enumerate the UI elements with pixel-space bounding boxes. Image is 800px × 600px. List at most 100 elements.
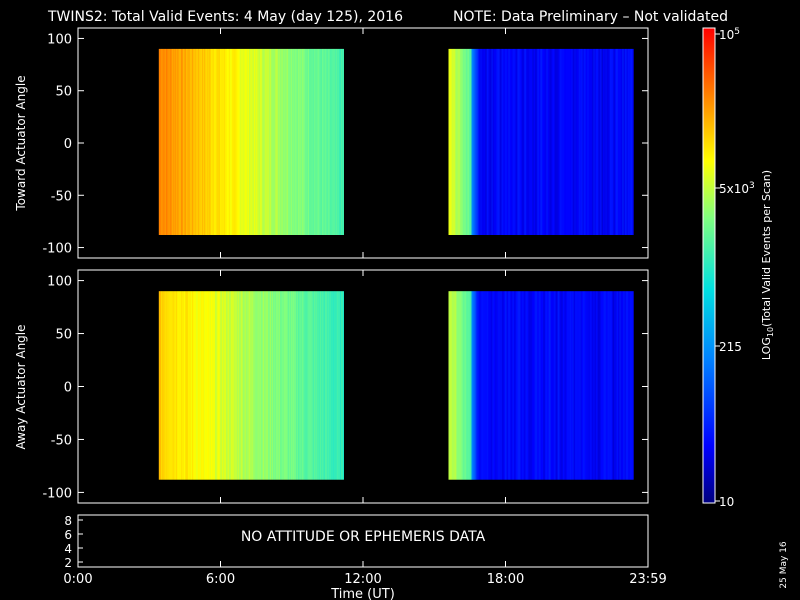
heatmap-column	[490, 291, 492, 480]
heatmap-column	[163, 291, 165, 480]
heatmap-column	[308, 291, 310, 480]
heatmap-column	[543, 48, 545, 236]
heatmap-column	[544, 48, 546, 236]
heatmap-column	[226, 291, 228, 480]
heatmap-column	[587, 48, 589, 236]
heatmap-column	[299, 48, 301, 236]
heatmap-column	[177, 291, 179, 480]
heatmap-column	[165, 291, 167, 480]
heatmap-column	[253, 291, 255, 480]
heatmap-column	[472, 291, 474, 480]
heatmap-column	[236, 48, 238, 236]
heatmap-column	[623, 48, 625, 236]
heatmap-column	[286, 291, 288, 480]
heatmap-column	[158, 291, 160, 480]
heatmap-column	[162, 48, 164, 236]
heatmap-column	[490, 48, 492, 236]
heatmap-column	[197, 291, 199, 480]
heatmap-column	[296, 291, 298, 480]
heatmap-column	[614, 48, 616, 236]
heatmap-column	[249, 48, 251, 236]
heatmap-column	[611, 291, 613, 480]
heatmap-column	[323, 291, 325, 480]
heatmap-column	[487, 48, 489, 236]
heatmap-column	[625, 48, 627, 236]
heatmap-column	[196, 291, 198, 480]
heatmap-column	[601, 291, 603, 480]
heatmap-column	[456, 291, 458, 480]
heatmap-column	[574, 48, 576, 236]
heatmap-column	[168, 48, 170, 236]
heatmap-column	[588, 48, 590, 236]
heatmap-column	[617, 48, 619, 236]
heatmap-column	[533, 291, 535, 480]
heatmap-column	[597, 291, 599, 480]
heatmap-column	[559, 48, 561, 236]
heatmap-column	[582, 291, 584, 480]
heatmap-column	[267, 291, 269, 480]
heatmap-column	[603, 291, 605, 480]
heatmap-column	[481, 48, 483, 236]
heatmap-column	[186, 291, 188, 480]
heatmap-column	[464, 291, 466, 480]
heatmap-column	[590, 48, 592, 236]
heatmap-column	[342, 291, 344, 480]
heatmap-column	[565, 48, 567, 236]
heatmap-column	[560, 48, 562, 236]
heatmap-column	[570, 291, 572, 480]
heatmap-column	[317, 291, 319, 480]
heatmap-column	[538, 48, 540, 236]
heatmap-column	[329, 291, 331, 480]
heatmap-column	[622, 48, 624, 236]
heatmap-column	[486, 291, 488, 480]
heatmap-column	[598, 48, 600, 236]
heatmap-column	[530, 291, 532, 480]
heatmap-column	[336, 48, 338, 236]
heatmap-column	[213, 291, 215, 480]
heatmap-column	[301, 291, 303, 480]
heatmap-column	[563, 291, 565, 480]
heatmap-column	[555, 48, 557, 236]
heatmap-column	[505, 48, 507, 236]
heatmap-column	[519, 291, 521, 480]
y-tick-label: -100	[42, 242, 72, 257]
heatmap-column	[242, 291, 244, 480]
heatmap-column	[337, 48, 339, 236]
heatmap-column	[238, 48, 240, 236]
heatmap-column	[552, 291, 554, 480]
heatmap-column	[516, 48, 518, 236]
heatmap-column	[303, 48, 305, 236]
heatmap-column	[593, 48, 595, 236]
heatmap-column	[565, 291, 567, 480]
heatmap-column	[571, 291, 573, 480]
heatmap-column	[321, 291, 323, 480]
heatmap-column	[248, 291, 250, 480]
heatmap-column	[235, 48, 237, 236]
heatmap-column	[262, 48, 264, 236]
heatmap-column	[526, 291, 528, 480]
heatmap-column	[476, 48, 478, 236]
heatmap-column	[189, 48, 191, 236]
heatmap-column	[467, 48, 469, 236]
heatmap-column	[256, 291, 258, 480]
heatmap-column	[185, 291, 187, 480]
heatmap-column	[531, 48, 533, 236]
heatmap-column	[268, 291, 270, 480]
heatmap-column	[337, 291, 339, 480]
heatmap-column	[511, 48, 513, 236]
heatmap-column	[316, 291, 318, 480]
heatmap-column	[328, 291, 330, 480]
heatmap-column	[591, 48, 593, 236]
heatmap-column	[272, 291, 274, 480]
heatmap-column	[532, 48, 534, 236]
heatmap-column	[603, 48, 605, 236]
heatmap-column	[560, 291, 562, 480]
heatmap-column	[536, 48, 538, 236]
heatmap-column	[494, 48, 496, 236]
heatmap-column	[224, 291, 226, 480]
heatmap-column	[615, 48, 617, 236]
heatmap-column	[184, 291, 186, 480]
heatmap-column	[547, 48, 549, 236]
heatmap-column	[570, 48, 572, 236]
heatmap-column	[341, 291, 343, 480]
